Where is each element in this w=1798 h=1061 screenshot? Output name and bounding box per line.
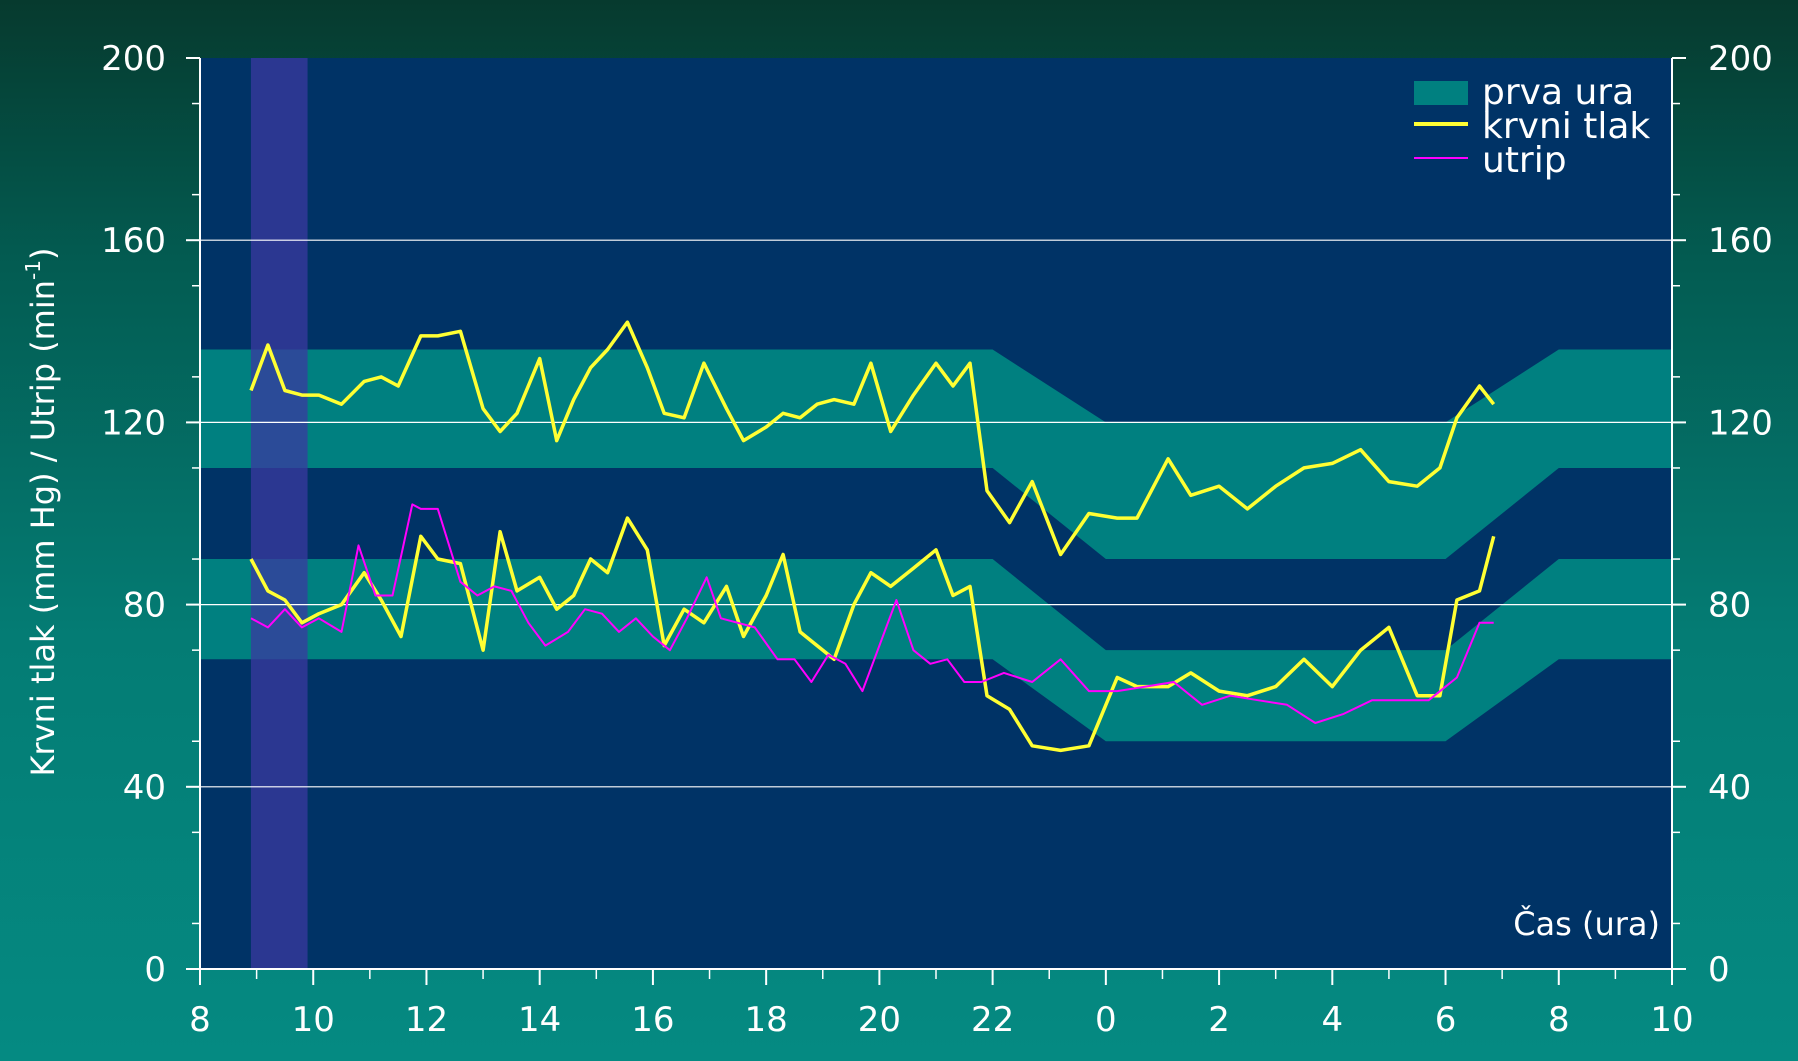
x-tick-label-18: 18 [745,1000,788,1040]
series-pulse [250,503,1494,724]
y-axis-title-main: Krvni tlak (mm Hg) / Utrip (min [24,280,62,776]
x-tick-label-14: 14 [518,1000,561,1040]
x-tick-label-16: 16 [631,1000,674,1040]
y-tick-label-left-40: 40 [123,768,166,808]
y-axis-title-superscript: -1 [21,260,45,280]
series-systolic [249,320,1496,557]
y-axis-title-close: ) [24,248,62,260]
legend-swatch-first-hour [1414,81,1468,105]
y-tick-label-left-120: 120 [101,403,166,443]
x-axis-title: Čas (ura) [1513,904,1660,943]
gridlines [200,239,1672,788]
legend: prva ura krvni tlak utrip [1414,72,1650,181]
x-tick-label-8: 8 [189,1000,211,1040]
legend-label-first-hour: prva ura [1482,72,1634,113]
y-tick-label-right-160: 160 [1708,221,1773,261]
tick-marks [186,57,1686,985]
y-tick-label-left-160: 160 [101,221,166,261]
x-tick-label-10: 10 [292,1000,335,1040]
x-tick-label-10: 10 [1650,1000,1693,1040]
y-tick-label-left-200: 200 [101,39,166,79]
x-tick-label-20: 20 [858,1000,901,1040]
y-tick-label-right-40: 40 [1708,768,1751,808]
series-lines [249,320,1496,753]
y-tick-label-left-0: 0 [144,950,166,990]
legend-label-blood-pressure: krvni tlak [1482,106,1650,147]
y-axis-title: Krvni tlak (mm Hg) / Utrip (min-1) [21,248,62,777]
x-tick-label-4: 4 [1321,1000,1343,1040]
band-systolic [200,349,1672,560]
x-tick-label-2: 2 [1208,1000,1230,1040]
y-tick-label-right-80: 80 [1708,586,1751,626]
y-tick-label-right-120: 120 [1708,403,1773,443]
series-diastolic [249,516,1496,753]
y-tick-label-left-80: 80 [123,586,166,626]
x-tick-label-12: 12 [405,1000,448,1040]
x-tick-label-22: 22 [971,1000,1014,1040]
y-tick-label-right-0: 0 [1708,950,1730,990]
y-tick-label-right-200: 200 [1708,39,1773,79]
x-tick-label-8: 8 [1548,1000,1570,1040]
x-tick-label-6: 6 [1435,1000,1457,1040]
first-hour-band [250,58,308,969]
x-tick-label-0: 0 [1095,1000,1117,1040]
legend-label-pulse: utrip [1482,140,1567,181]
